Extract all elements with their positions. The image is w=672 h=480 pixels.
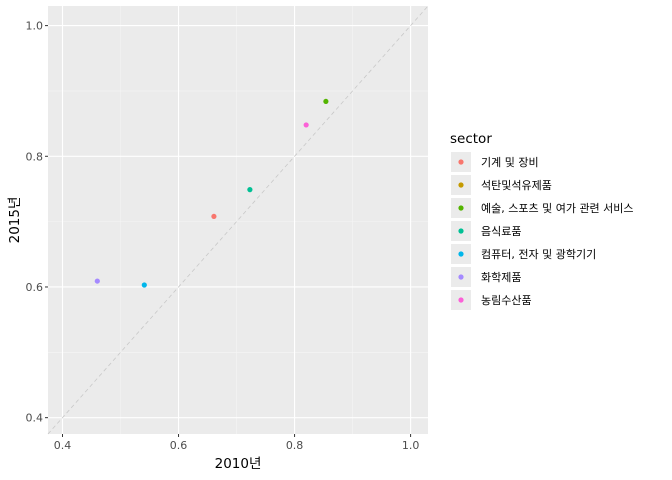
legend-entry: 컴퓨터, 전자 및 광학기기 [451, 244, 596, 264]
legend-key-point [458, 182, 464, 188]
legend-label: 예술, 스포츠 및 여가 관련 서비스 [481, 202, 634, 215]
grid-major [48, 6, 428, 434]
x-tick-label: 0.4 [54, 439, 72, 452]
data-points [94, 98, 329, 288]
legend-key-point [458, 159, 464, 165]
data-point [211, 213, 217, 220]
x-axis-title: 2010년 [215, 456, 262, 472]
y-axis-ticks: 0.4 0.6 0.8 1.0 [26, 20, 48, 425]
legend-entry: 농림수산품 [451, 290, 532, 310]
x-axis-ticks: 0.4 0.6 0.8 1.0 [54, 434, 420, 452]
grid-minor [48, 6, 428, 434]
legend-key-point [458, 228, 464, 234]
legend-label: 컴퓨터, 전자 및 광학기기 [481, 248, 596, 261]
legend-title: sector [450, 131, 492, 147]
legend-label: 기계 및 장비 [481, 156, 539, 169]
legend-entry: 음식료품 [451, 221, 521, 241]
x-tick-label: 0.6 [170, 439, 188, 452]
y-tick-label: 0.6 [26, 281, 44, 294]
y-tick-label: 0.8 [26, 150, 44, 163]
legend-entry: 석탄및석유제품 [451, 175, 552, 195]
y-axis-title: 2015년 [7, 197, 23, 244]
data-point [141, 282, 147, 288]
reference-line [47, 5, 429, 435]
legend-key-point [458, 274, 464, 280]
legend-entry: 기계 및 장비 [451, 152, 539, 172]
y-tick-label: 0.4 [26, 412, 44, 425]
legend-entry: 화학제품 [451, 267, 521, 287]
legend-key-point [458, 297, 464, 303]
legend-key-point [458, 251, 464, 257]
legend-key-point [458, 205, 464, 211]
legend-label: 화학제품 [481, 271, 521, 284]
data-point [247, 187, 253, 193]
y-tick-label: 1.0 [26, 20, 44, 33]
legend-entry: 예술, 스포츠 및 여가 관련 서비스 [451, 198, 634, 218]
data-point [303, 122, 309, 128]
data-point [94, 278, 100, 284]
legend-label: 석탄및석유제품 [481, 179, 552, 192]
legend-label: 농림수산품 [481, 294, 532, 307]
legend-label: 음식료품 [481, 225, 521, 238]
x-tick-label: 0.8 [286, 439, 304, 452]
x-tick-label: 1.0 [402, 439, 420, 452]
data-point [323, 98, 329, 105]
